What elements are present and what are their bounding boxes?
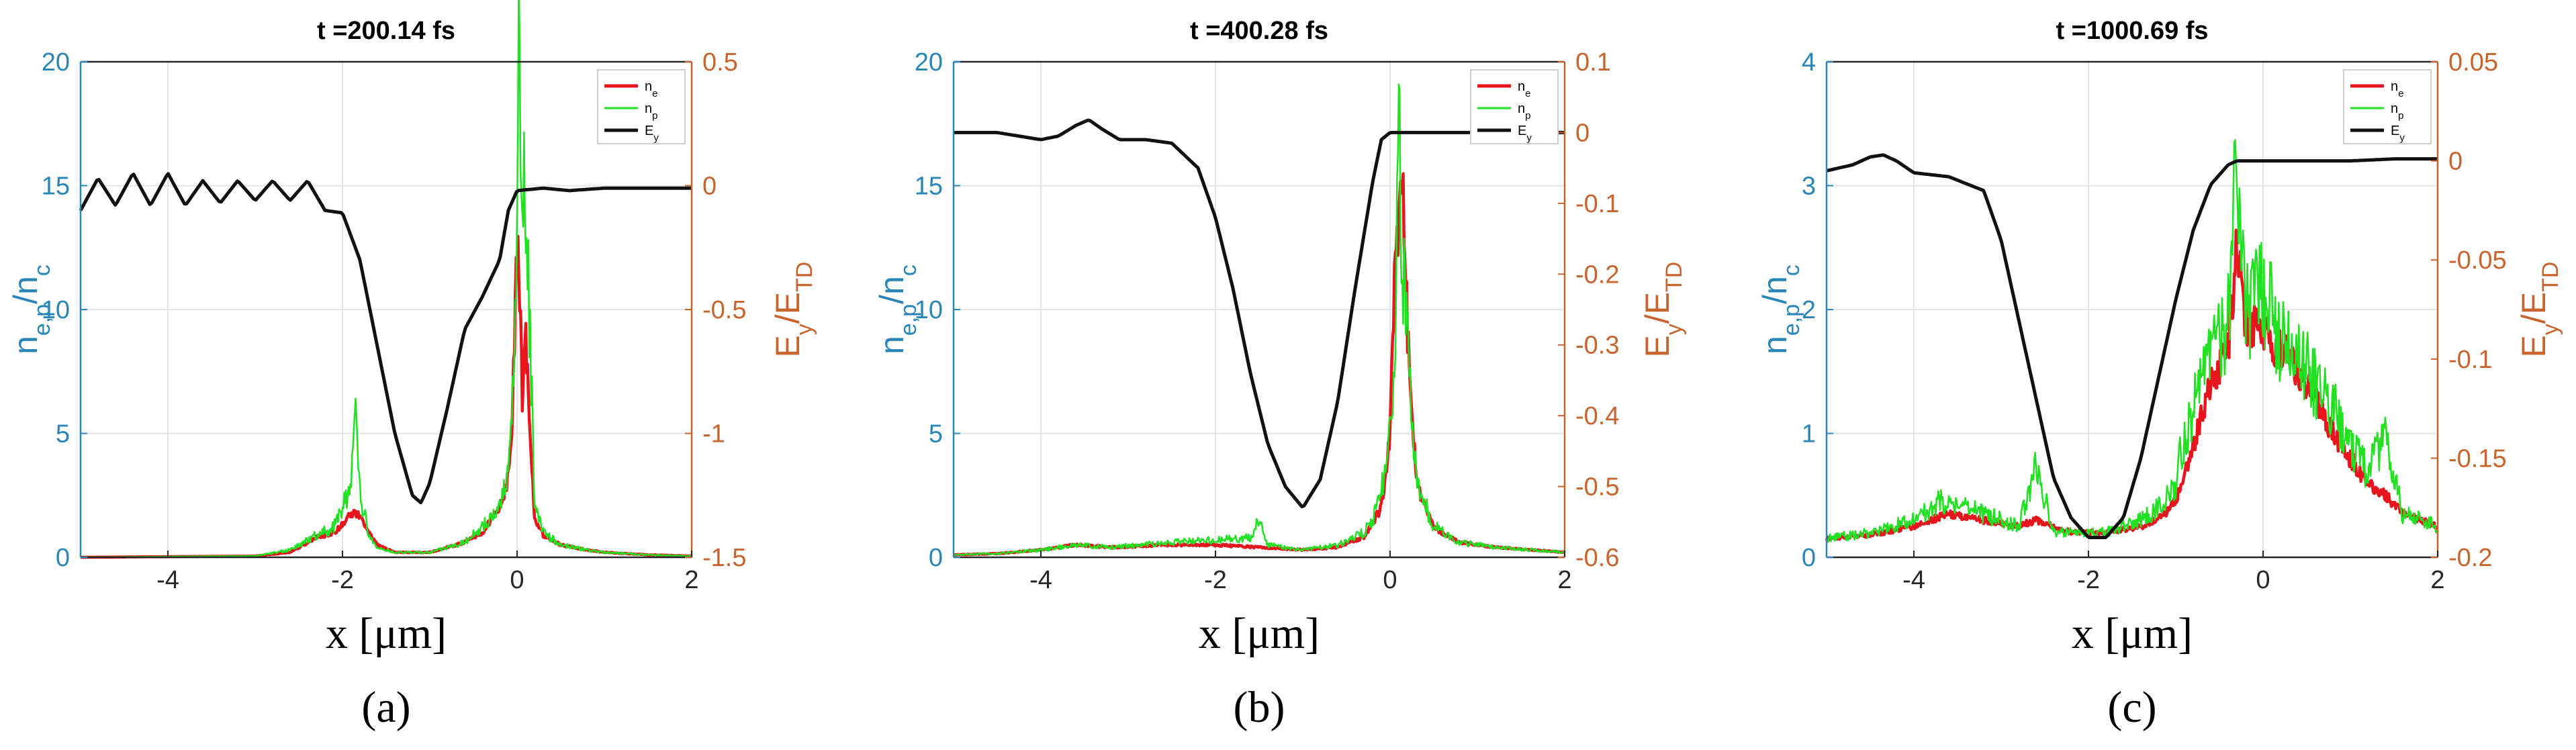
y-right-tick-label: -0.5 (702, 296, 746, 324)
y-right-tick-label: -0.3 (1575, 332, 1619, 360)
legend-box (1470, 69, 1559, 144)
y-left-tick-label: 3 (1802, 173, 1816, 201)
y-left-label: ne,p/nc (7, 265, 55, 355)
series-line-Ey (79, 172, 692, 504)
y-right-tick-label: 0.5 (702, 48, 738, 77)
x-axis-label: x [μm] (1199, 609, 1320, 658)
x-tick-label: 2 (684, 566, 698, 594)
y-left-tick-label: 20 (42, 48, 70, 77)
panel-caption: (c) (2107, 683, 2156, 732)
panel-caption: (b) (1234, 683, 1285, 732)
y-right-tick-label: -0.6 (1575, 544, 1619, 572)
y-left-tick-label: 15 (42, 173, 70, 201)
x-tick-label: -2 (1204, 566, 1227, 594)
x-tick-label: 0 (510, 566, 524, 594)
y-left-tick-label: 10 (42, 296, 70, 324)
series-line-Ey (1826, 153, 2438, 539)
y-left-label: ne,p/nc (873, 265, 921, 355)
y-right-tick-label: -0.15 (2448, 444, 2507, 473)
y-left-tick-label: 5 (929, 420, 943, 449)
x-tick-label: 2 (1557, 566, 1571, 594)
x-tick-label: 0 (2256, 566, 2270, 594)
y-left-tick-label: 0 (929, 544, 943, 572)
x-tick-label: -2 (331, 566, 354, 594)
y-right-tick-label: -0.5 (1575, 473, 1619, 502)
y-right-label: Ey/ETD (2515, 262, 2563, 358)
y-left-tick-label: 1 (1802, 420, 1816, 449)
y-right-tick-label: 0.1 (1575, 48, 1611, 77)
plot-area: -4 -2 0 205101520-0.6-0.5-0.4-0.3-0.2-0.100… (915, 48, 1620, 594)
y-right-tick-label: -0.2 (2448, 544, 2492, 572)
x-tick-label: 2 (2430, 566, 2444, 594)
y-right-tick-label: -0.4 (1575, 402, 1619, 430)
y-left-tick-label: 5 (56, 420, 70, 449)
y-left-tick-label: 2 (1802, 296, 1816, 324)
y-right-tick-label: -0.2 (1575, 261, 1619, 289)
series-line-ne (952, 172, 1565, 557)
y-left-tick-label: 0 (56, 544, 70, 572)
series-line-Ey (954, 118, 1565, 509)
y-left-tick-label: 20 (915, 48, 943, 77)
y-right-tick-label: -1 (702, 420, 725, 449)
series-line-np (953, 83, 1565, 557)
panel-title: t =400.28 fs (1190, 17, 1328, 45)
x-axis-label: x [μm] (2072, 609, 2193, 658)
x-tick-label: -2 (2077, 566, 2100, 594)
y-right-tick-label: 0 (702, 173, 717, 201)
panel-title: t =200.14 fs (317, 17, 455, 45)
panel-a: t =200.14 fs -4 -2 0 205101520-1.5-1-0.500.… (7, 0, 817, 732)
y-right-tick-label: 0 (2448, 148, 2463, 176)
x-tick-label: -4 (1029, 566, 1052, 594)
panel-b: t =400.28 fs -4 -2 0 205101520-0.6-0.5-0.4-… (873, 17, 1687, 732)
y-right-tick-label: -0.05 (2448, 246, 2507, 275)
x-tick-label: 0 (1383, 566, 1397, 594)
legend-box (597, 69, 686, 144)
y-right-tick-label: 0 (1575, 119, 1590, 147)
y-right-label: Ey/ETD (1639, 262, 1687, 358)
x-tick-label: -4 (1902, 566, 1925, 594)
panel-title: t =1000.69 fs (2056, 17, 2208, 45)
y-left-tick-label: 10 (915, 296, 943, 324)
x-axis-label: x [μm] (326, 609, 447, 658)
y-right-tick-label: -1.5 (702, 544, 746, 572)
series-line-np (1825, 139, 2439, 544)
y-right-label: Ey/ETD (769, 262, 817, 358)
y-left-label: ne,p/nc (1756, 265, 1804, 355)
y-right-tick-label: -0.1 (2448, 346, 2492, 374)
x-tick-label: -4 (156, 566, 179, 594)
y-left-tick-label: 0 (1802, 544, 1816, 572)
y-left-tick-label: 15 (915, 173, 943, 201)
y-left-tick-label: 4 (1802, 48, 1816, 77)
panel-c: t =1000.69 fs -4 -2 0 2 0 1 2 3 4 -0.2 -0.15 -0.1 -0… (1756, 17, 2563, 732)
legend-box (2343, 69, 2432, 144)
y-right-tick-label: -0.1 (1575, 190, 1619, 218)
panel-caption: (a) (361, 683, 410, 732)
series-line-ne (1825, 228, 2438, 542)
y-right-tick-label: 0.05 (2448, 48, 2498, 77)
